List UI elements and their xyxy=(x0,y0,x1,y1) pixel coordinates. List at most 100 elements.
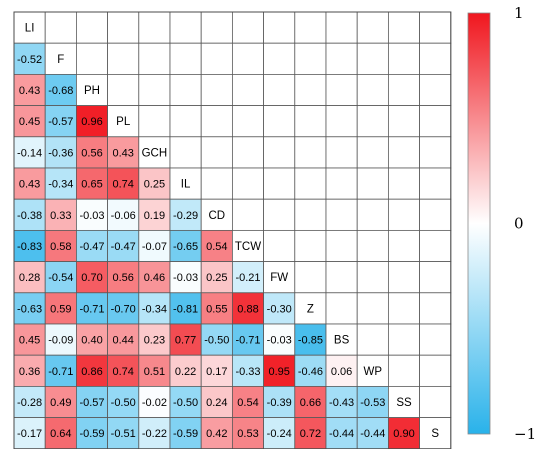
heatmap-cell xyxy=(107,261,140,294)
empty-cell xyxy=(200,42,233,75)
heatmap-cell xyxy=(169,292,202,325)
heatmap-cell xyxy=(44,136,77,169)
empty-cell xyxy=(325,292,358,325)
diagonal-cell xyxy=(325,323,358,356)
cell-value-label: 0.45 xyxy=(19,116,40,128)
empty-cell xyxy=(263,11,296,44)
heatmap-cell xyxy=(107,323,140,356)
heatmap-cell xyxy=(231,354,264,387)
empty-cell xyxy=(356,136,389,169)
empty-cell xyxy=(419,229,452,262)
empty-cell xyxy=(263,136,296,169)
empty-cell xyxy=(231,136,264,169)
cell-value-label: 0.45 xyxy=(19,335,40,347)
cell-value-label: 0.64 xyxy=(50,428,71,440)
cell-value-label: 0.88 xyxy=(237,303,258,315)
colorbar-gradient xyxy=(467,12,491,435)
empty-cell xyxy=(419,105,452,138)
variable-label: PH xyxy=(84,85,100,97)
cell-value-label: -0.03 xyxy=(79,210,104,222)
empty-cell xyxy=(325,42,358,75)
cell-value-label: 0.90 xyxy=(393,428,414,440)
empty-cell xyxy=(419,292,452,325)
empty-cell xyxy=(263,105,296,138)
variable-label: SS xyxy=(396,397,412,409)
empty-cell xyxy=(138,105,171,138)
empty-cell xyxy=(169,105,202,138)
cell-value-label: -0.47 xyxy=(111,241,136,253)
empty-cell xyxy=(138,74,171,107)
empty-cell xyxy=(419,198,452,231)
empty-cell xyxy=(387,74,420,107)
cell-value-label: -0.53 xyxy=(360,397,385,409)
heatmap-cell xyxy=(200,354,233,387)
cell-value-label: -0.71 xyxy=(79,303,104,315)
cell-value-label: 0.49 xyxy=(50,397,71,409)
cell-value-label: -0.83 xyxy=(17,241,42,253)
cell-value-label: -0.44 xyxy=(329,428,354,440)
cell-value-label: 0.70 xyxy=(81,272,102,284)
empty-cell xyxy=(231,42,264,75)
heatmap-cell xyxy=(200,385,233,418)
diagonal-cell xyxy=(231,229,264,262)
colorbar-tick-label: 1 xyxy=(514,4,524,22)
empty-cell xyxy=(325,136,358,169)
heatmap-cell xyxy=(44,292,77,325)
heatmap-cell xyxy=(169,354,202,387)
heatmap-cell xyxy=(13,385,46,418)
empty-cell xyxy=(387,198,420,231)
colorbar: 1 0 −1 xyxy=(467,4,536,443)
cell-value-label: 0.42 xyxy=(206,428,227,440)
heatmap-cell xyxy=(200,417,233,449)
empty-cell xyxy=(107,42,140,75)
cell-value-label: -0.39 xyxy=(267,397,292,409)
variable-label: LI xyxy=(25,23,35,35)
cell-value-label: 0.43 xyxy=(19,85,40,97)
cell-value-label: -0.54 xyxy=(48,272,73,284)
empty-cell xyxy=(44,11,77,44)
empty-cell xyxy=(419,354,452,387)
cell-value-label: -0.34 xyxy=(48,179,73,191)
empty-cell xyxy=(356,105,389,138)
cell-value-label: -0.59 xyxy=(173,428,198,440)
cell-value-label: 0.86 xyxy=(81,366,102,378)
cell-value-label: -0.57 xyxy=(79,397,104,409)
cell-value-label: 0.51 xyxy=(144,366,165,378)
empty-cell xyxy=(231,198,264,231)
empty-cell xyxy=(325,261,358,294)
heatmap-cell xyxy=(325,385,358,418)
heatmap-cell xyxy=(107,292,140,325)
empty-cell xyxy=(76,11,109,44)
colorbar-tick-label: −1 xyxy=(514,425,536,443)
empty-cell xyxy=(200,74,233,107)
heatmap-grid: LI-0.52 F0.43 -0.68 PH0.45 -0.57 0.96 PL-0.14-… xyxy=(13,11,452,449)
cell-value-label: 0.96 xyxy=(81,116,102,128)
empty-cell xyxy=(387,42,420,75)
cell-value-label: 0.95 xyxy=(268,366,289,378)
empty-cell xyxy=(419,136,452,169)
cell-value-label: -0.21 xyxy=(235,272,260,284)
variable-label: FW xyxy=(270,272,288,284)
empty-cell xyxy=(200,136,233,169)
heatmap-cell xyxy=(231,417,264,449)
empty-cell xyxy=(138,42,171,75)
cell-value-label: -0.50 xyxy=(111,397,136,409)
empty-cell xyxy=(356,261,389,294)
diagonal-cell xyxy=(107,105,140,138)
heatmap-cell xyxy=(44,167,77,200)
cell-value-label: 0.54 xyxy=(237,397,258,409)
empty-cell xyxy=(325,198,358,231)
cell-value-label: -0.14 xyxy=(17,147,42,159)
heatmap-cell xyxy=(294,354,327,387)
empty-cell xyxy=(200,11,233,44)
empty-cell xyxy=(419,167,452,200)
empty-cell xyxy=(387,261,420,294)
empty-cell xyxy=(169,136,202,169)
empty-cell xyxy=(294,105,327,138)
diagonal-cell xyxy=(76,74,109,107)
empty-cell xyxy=(356,42,389,75)
diagonal-cell xyxy=(419,417,452,449)
cell-value-label: -0.28 xyxy=(17,397,42,409)
cell-value-label: -0.68 xyxy=(48,85,73,97)
cell-value-label: -0.29 xyxy=(173,210,198,222)
